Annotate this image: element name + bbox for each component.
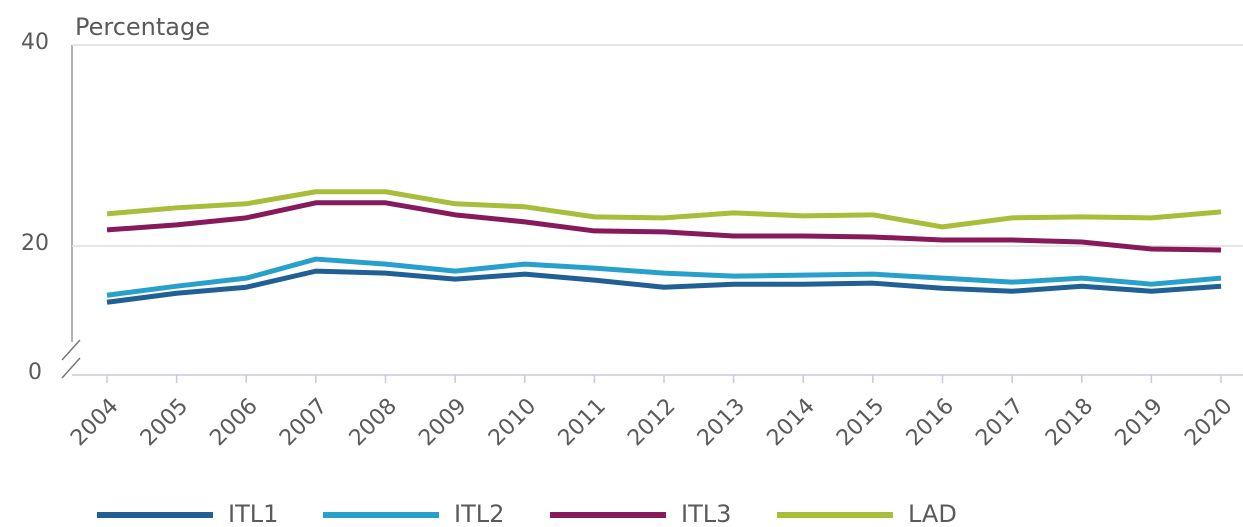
x-tick-label: 2018 — [1041, 394, 1098, 451]
x-tick-label: 2016 — [902, 394, 959, 451]
y-tick-label: 20 — [21, 231, 49, 256]
x-tick-label: 2005 — [136, 394, 193, 451]
x-tick-label: 2008 — [345, 394, 402, 451]
x-tick-label: 2014 — [762, 394, 819, 451]
y-axis-label: Percentage — [75, 13, 210, 41]
legend-label: LAD — [908, 500, 957, 527]
x-tick-label: 2013 — [693, 394, 750, 451]
x-tick-label: 2020 — [1180, 394, 1237, 451]
legend-label: ITL1 — [228, 500, 278, 527]
x-tick-label: 2007 — [275, 394, 332, 451]
x-tick-label: 2004 — [66, 394, 123, 451]
axis-break — [61, 339, 81, 361]
x-tick-label: 2017 — [971, 394, 1028, 451]
x-tick-label: 2010 — [484, 394, 541, 451]
x-tick-label: 2019 — [1111, 394, 1168, 451]
x-tick-label: 2011 — [554, 394, 611, 451]
y-tick-label: 0 — [28, 360, 42, 385]
legend-label: ITL2 — [454, 500, 504, 527]
x-tick-label: 2009 — [414, 394, 471, 451]
legend-label: ITL3 — [681, 500, 731, 527]
x-tick-label: 2006 — [205, 394, 262, 451]
x-tick-label: 2015 — [832, 394, 889, 451]
series-line — [106, 189, 1222, 230]
x-tick-label: 2012 — [623, 394, 680, 451]
series-line — [106, 256, 1222, 298]
series-line — [106, 200, 1222, 253]
axis-break — [61, 357, 81, 379]
series-line — [106, 268, 1222, 305]
y-tick-label: 40 — [21, 30, 49, 55]
